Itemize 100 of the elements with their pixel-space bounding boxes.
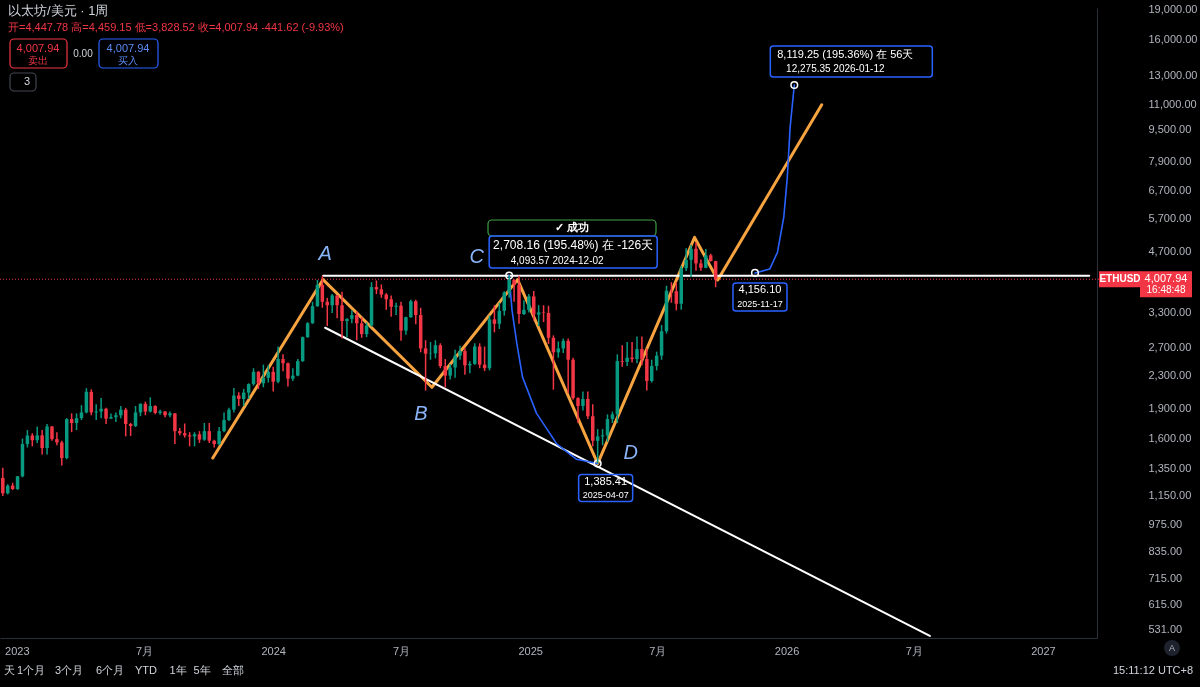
candlestick (463, 347, 467, 376)
x-tick-label: 7月 (649, 644, 667, 657)
y-tick-label: 19,000.00 (1148, 2, 1198, 15)
annotation: 2,708.16 (195.48%) 在 -126天 (493, 237, 654, 252)
point (750, 268, 760, 277)
x-tick-label: 2024 (261, 644, 286, 657)
line-series (211, 103, 824, 466)
candlestick (640, 335, 644, 367)
annotation: 2025-04-07 (582, 489, 629, 500)
y-tick-label: 3,300.00 (1148, 306, 1192, 319)
candlestick (536, 304, 541, 327)
candlestick (477, 342, 482, 369)
x-tick-label: 2023 (5, 644, 30, 657)
y-tick-label: 7,900.00 (1148, 154, 1192, 167)
annotation: B (414, 402, 428, 425)
y-tick-label: 13,000.00 (1148, 68, 1198, 81)
candlestick (512, 278, 516, 303)
candlestick (217, 426, 221, 446)
y-tick-label: 975.00 (1148, 518, 1183, 531)
candlestick (684, 247, 688, 272)
ref-line-label: 4,007.94 (1144, 272, 1188, 285)
candlestick (55, 431, 59, 446)
candlestick (532, 290, 536, 322)
annotation: 买入 (118, 55, 138, 66)
y-tick-label: 835.00 (1148, 544, 1183, 557)
y-tick-label: 2,300.00 (1148, 369, 1192, 382)
text: A (1168, 643, 1176, 653)
candlestick (355, 310, 359, 341)
candlestick (114, 411, 118, 423)
annotation: 8,119.25 (195.36%) 在 56天 (777, 47, 914, 60)
y-tick-label: 6,700.00 (1148, 183, 1192, 196)
candlestick (60, 440, 64, 467)
chart-title: 以太坊/美元 · 1周 (8, 3, 109, 19)
candlestick (635, 335, 639, 364)
candlestick (453, 348, 457, 379)
y-tick-label: 715.00 (1148, 571, 1183, 584)
text: 6个月 (95, 664, 125, 676)
annotation: 卖出 (28, 55, 48, 66)
candlestick (645, 347, 649, 392)
candlestick (291, 367, 295, 382)
text: ETHUSD (1099, 273, 1141, 285)
candlestick (330, 293, 334, 314)
candlestick (443, 358, 448, 389)
line-series (754, 84, 796, 274)
x-tick-label: 7月 (135, 644, 154, 657)
annotation: 0.00 (73, 48, 94, 59)
text: 全部 (222, 664, 244, 676)
text: YTD (135, 664, 158, 676)
candlestick (620, 344, 624, 368)
annotation: 2025-11-17 (737, 298, 783, 309)
candlestick (389, 294, 393, 318)
annotation: 1,385.41 (584, 474, 628, 487)
candlestick (99, 397, 103, 419)
candlestick (178, 427, 182, 437)
candlestick (689, 243, 693, 278)
candlestick (222, 411, 226, 433)
y-tick-label: 16,000.00 (1148, 32, 1198, 45)
candlestick (271, 366, 275, 393)
candlestick (522, 299, 526, 316)
annotation: ✓ 成功 (554, 221, 590, 233)
y-tick-label: 531.00 (1148, 623, 1183, 636)
point (593, 459, 602, 468)
candlestick (566, 337, 570, 394)
candlestick (625, 341, 629, 367)
candlestick (340, 290, 344, 340)
candlestick (694, 241, 698, 272)
annotation: 4,093.57 2024-12-02 (510, 254, 605, 266)
x-tick-label: 2025 (518, 644, 543, 657)
text: 15:11:12 UTC+8 (1112, 664, 1194, 676)
y-tick-label: 1,600.00 (1148, 432, 1192, 445)
candlestick (507, 274, 511, 299)
annotation: C (469, 244, 485, 267)
candlestick (345, 317, 349, 338)
text: 开=4,447.78 高=4,459.15 低=3,828.52 收=4,007.94 -441.62 (-9.93%) (8, 21, 344, 34)
candlestick (492, 304, 497, 334)
y-tick-label: 4,700.00 (1148, 245, 1192, 258)
y-tick-label: 1,900.00 (1148, 402, 1192, 415)
candlestick (350, 309, 354, 324)
y-tick-label: 5,700.00 (1148, 211, 1192, 224)
text: 16:48:48 (1146, 284, 1186, 296)
point (790, 80, 799, 90)
x-tick-label: 2027 (1031, 644, 1056, 657)
y-tick-label: 9,500.00 (1148, 122, 1192, 135)
annotation: 12,275.35 2026-01-12 (786, 62, 885, 74)
annotation: 4,007.94 (106, 42, 150, 54)
annotation: 4,156.10 (738, 282, 782, 295)
y-tick-label: 11,000.00 (1148, 97, 1197, 110)
candlestick (281, 353, 285, 372)
annotation: 3 (23, 75, 31, 87)
point (505, 271, 514, 280)
candlestick (276, 345, 280, 385)
text: 5年 (193, 664, 211, 676)
candlestick (40, 429, 44, 456)
candlestick (586, 390, 590, 420)
candlestick (595, 428, 600, 465)
annotation: 4,007.94 (16, 42, 60, 54)
text: 天 (3, 664, 15, 676)
text: 1年 (169, 664, 187, 676)
text: 1个月 (16, 664, 46, 676)
line-series (508, 274, 599, 465)
